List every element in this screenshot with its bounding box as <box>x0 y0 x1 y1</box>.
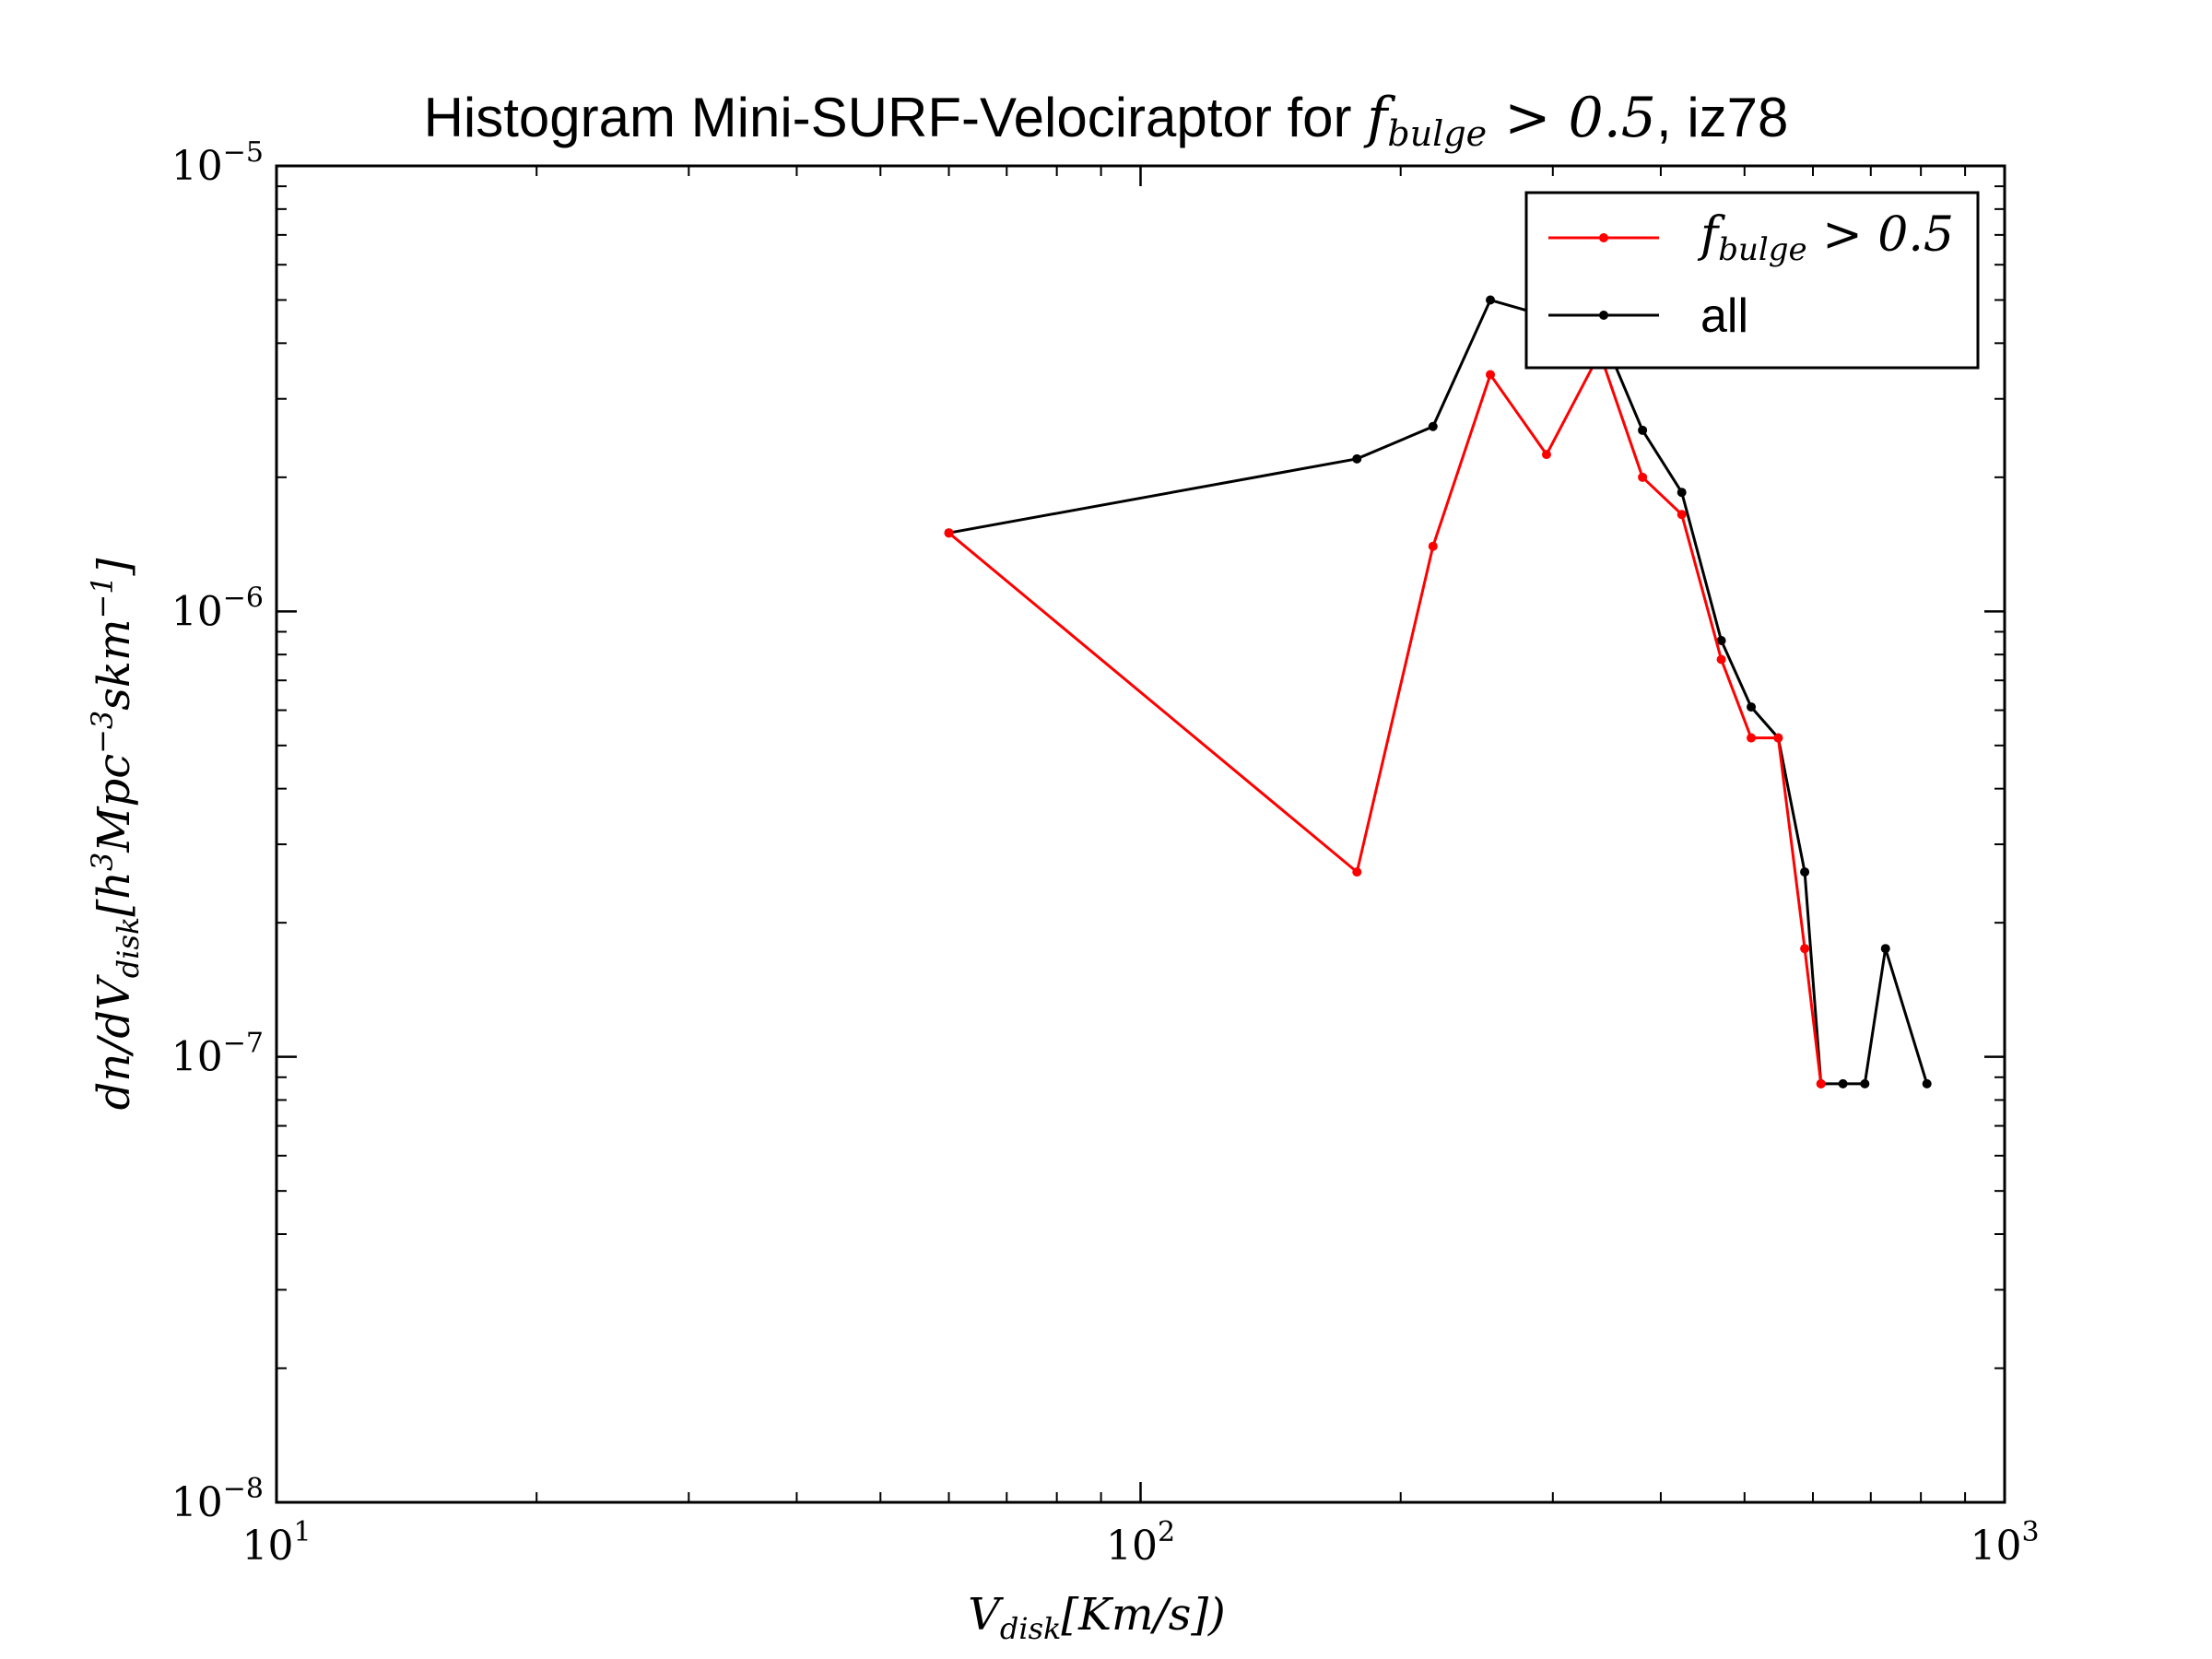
y-tick-base: 10 <box>171 143 223 190</box>
data-point-bulge <box>1352 867 1362 877</box>
title-math-rest: > 0.5 <box>1487 86 1656 150</box>
x-tick-exponent: 1 <box>293 1516 311 1548</box>
data-point-all <box>1800 867 1810 877</box>
xlabel-rest: [Km/s]) <box>1061 1589 1225 1641</box>
x-tick-labels: 101 102 103 <box>241 1516 2039 1570</box>
y-tick-label: 10−6 <box>171 582 264 635</box>
ylabel-sub1: disk <box>111 917 146 979</box>
ylabel-p1: dn/dV <box>88 974 140 1111</box>
data-point-bulge <box>1773 733 1783 743</box>
y-tick-base: 10 <box>171 588 223 635</box>
data-point-all <box>1352 453 1362 464</box>
x-tick-label: 102 <box>1106 1516 1175 1570</box>
legend-marker-all <box>1599 311 1608 320</box>
y-tick-exponent: −8 <box>223 1473 264 1505</box>
ylabel-sup2: −3 <box>85 711 120 754</box>
ylabel-sup3: −1 <box>85 575 120 618</box>
y-tick-label: 10−7 <box>171 1028 264 1081</box>
ylabel-p2: [h <box>88 871 140 917</box>
y-tick-label: 10−5 <box>171 136 264 190</box>
data-point-bulge <box>944 528 954 538</box>
legend-bulge-rest: > 0.5 <box>1807 207 1954 263</box>
data-point-all <box>1747 702 1757 712</box>
data-point-bulge <box>1800 944 1810 954</box>
title-math-sub: bulge <box>1387 113 1487 154</box>
data-point-bulge <box>1428 541 1438 551</box>
data-point-all <box>1677 488 1687 498</box>
chart-title: Histogram Mini-SURF-Velociraptor for fbu… <box>424 86 1789 154</box>
plot-frame <box>275 164 2006 1504</box>
x-tick-exponent: 2 <box>1158 1516 1175 1548</box>
legend-bulge-sub: bulge <box>1718 231 1806 268</box>
data-point-bulge <box>1541 450 1551 460</box>
data-point-all <box>1880 944 1890 954</box>
data-point-bulge <box>1638 472 1648 482</box>
data-point-all <box>1922 1078 1932 1088</box>
data-point-bulge <box>1716 654 1726 665</box>
title-suffix: , iz78 <box>1656 87 1788 148</box>
x-tick-label: 101 <box>241 1516 311 1570</box>
legend-label-bulge: fbulge > 0.5 <box>1697 207 1954 268</box>
y-tick-exponent: −7 <box>223 1028 264 1060</box>
x-tick-exponent: 3 <box>2021 1516 2039 1548</box>
y-tick-exponent: −5 <box>223 136 264 169</box>
data-point-all <box>1638 425 1648 435</box>
y-tick-base: 10 <box>171 1479 223 1526</box>
legend: fbulge > 0.5 all <box>1524 191 1980 370</box>
y-axis-label: dn/dVdisk[h3Mpc−3skm−1] <box>85 558 146 1110</box>
data-point-bulge <box>1816 1078 1826 1088</box>
x-tick-base: 10 <box>1970 1523 2021 1570</box>
data-point-all <box>1838 1078 1848 1088</box>
y-tick-exponent: −6 <box>223 582 264 614</box>
x-axis-label: Vdisk[Km/s]) <box>968 1589 1226 1646</box>
legend-label-all: all <box>1700 289 1748 343</box>
y-tick-base: 10 <box>171 1034 223 1081</box>
legend-marker-bulge <box>1599 233 1608 242</box>
ylabel-sup1: 3 <box>85 853 120 871</box>
y-tick-label: 10−8 <box>171 1473 264 1526</box>
ylabel-p5: ] <box>88 558 140 576</box>
data-point-all <box>1716 635 1726 645</box>
series-layer <box>944 295 1932 1088</box>
x-tick-base: 10 <box>1106 1523 1158 1570</box>
data-point-all <box>1428 421 1438 431</box>
ylabel-p3: Mpc <box>88 754 140 853</box>
legend-box <box>1524 191 1980 370</box>
x-tick-label: 103 <box>1970 1516 2039 1570</box>
minor-ticks <box>276 166 2005 1502</box>
y-tick-labels: 10−810−710−610−5 <box>171 136 264 1526</box>
xlabel-main: V <box>968 1589 1004 1641</box>
data-point-all <box>1860 1078 1870 1088</box>
ylabel-p4: skm <box>88 619 140 711</box>
data-point-bulge <box>1747 733 1757 743</box>
data-point-all <box>1486 295 1496 305</box>
data-point-bulge <box>1677 510 1687 520</box>
plot-area <box>276 166 2005 1502</box>
title-prefix: Histogram Mini-SURF-Velociraptor for <box>424 87 1368 148</box>
x-tick-base: 10 <box>241 1523 293 1570</box>
xlabel-sub: disk <box>1000 1611 1062 1646</box>
data-point-bulge <box>1486 370 1496 380</box>
